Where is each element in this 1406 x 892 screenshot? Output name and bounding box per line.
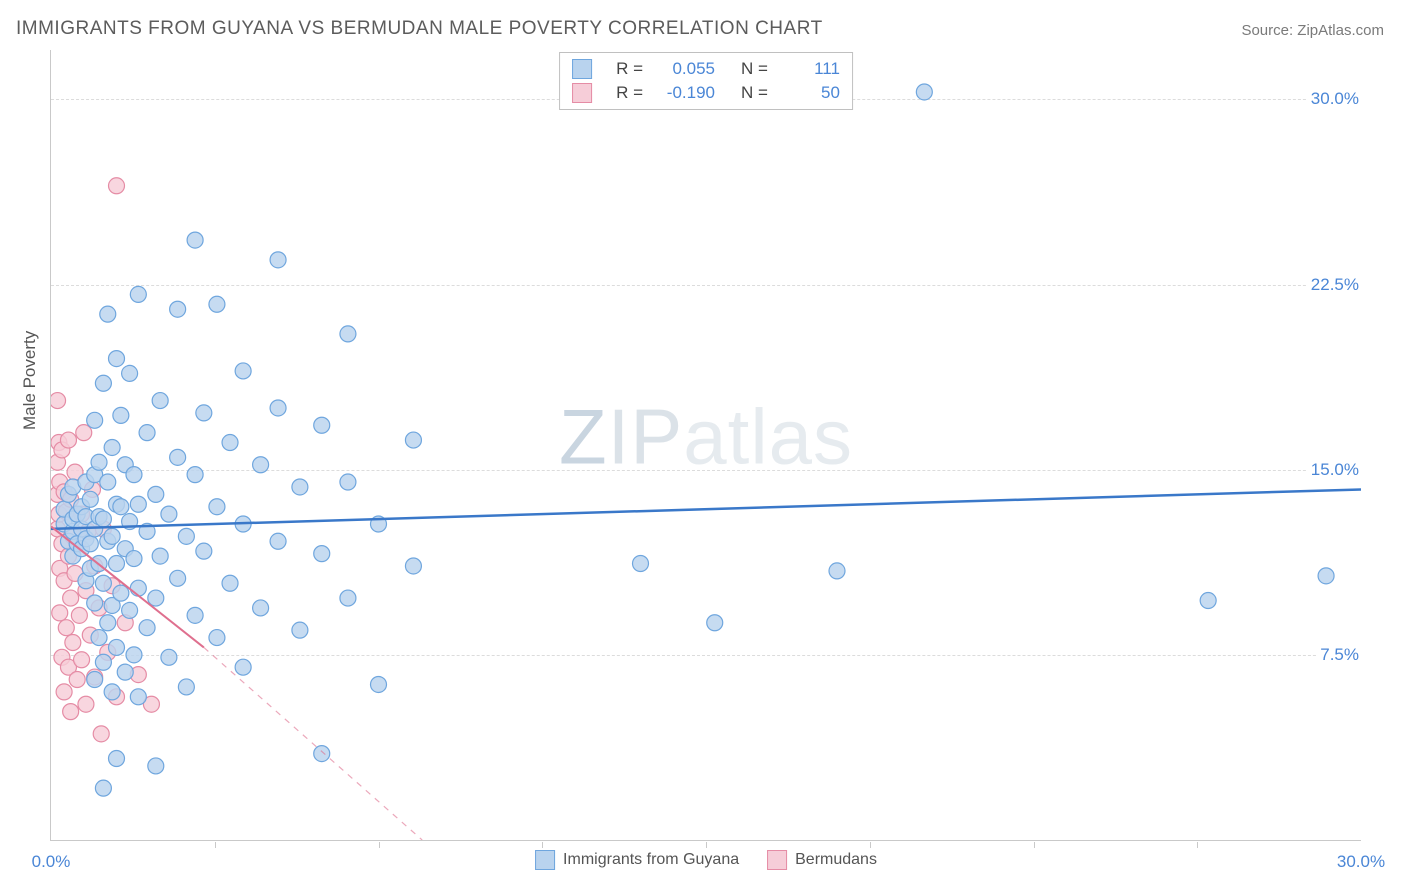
swatch-bermudan-icon: [767, 850, 787, 870]
swatch-bermudan-icon: [572, 83, 592, 103]
legend-item-bermudan: Bermudans: [767, 850, 877, 870]
correlation-row-2: R =-0.190 N =50: [572, 81, 840, 105]
swatch-guyana-icon: [572, 59, 592, 79]
y-axis-label: Male Poverty: [20, 331, 40, 430]
scatter-svg: [51, 50, 1361, 840]
source-label: Source: ZipAtlas.com: [1241, 22, 1384, 39]
plot-area: ZIPatlas 7.5%15.0%22.5%30.0% R =0.055 N …: [50, 50, 1361, 841]
correlation-row-1: R =0.055 N =111: [572, 57, 840, 81]
correlation-legend: R =0.055 N =111 R =-0.190 N =50: [559, 52, 853, 110]
series-legend: Immigrants from Guyana Bermudans: [535, 850, 877, 870]
chart-title: IMMIGRANTS FROM GUYANA VS BERMUDAN MALE …: [16, 18, 823, 40]
swatch-guyana-icon: [535, 850, 555, 870]
legend-item-guyana: Immigrants from Guyana: [535, 850, 739, 870]
